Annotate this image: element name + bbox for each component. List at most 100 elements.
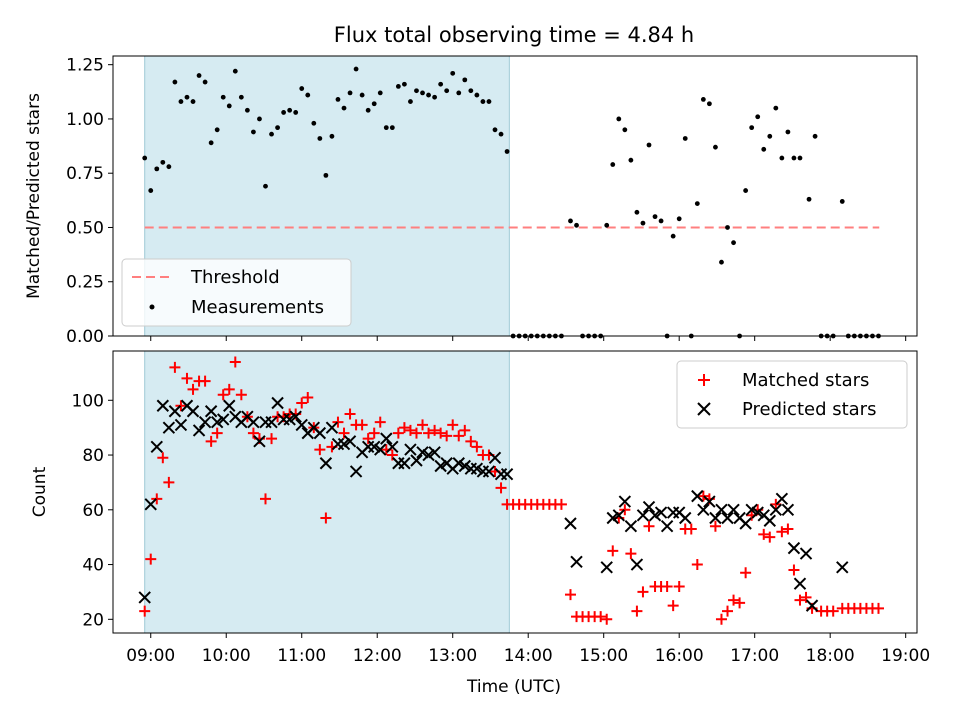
predicted-star-point [570,555,583,569]
matched-star-point [637,586,649,598]
matched-star-point [187,383,199,395]
predicted-star-point [349,465,363,478]
matched-star-point [794,594,806,606]
matched-star-point [555,498,567,510]
count-panel: Count Time (UTC) 20 40 60 80 100 09:00 10:00 11… [30,350,931,697]
predicted-star-point [836,561,849,574]
predicted-star-point [618,495,632,508]
bottom-axis-ticks: 20 40 60 80 100 09:00 10:00 11:00 12:00 13:00 14:0… [72,391,931,666]
measurement-point [640,220,646,226]
measurement-point [263,183,268,189]
predicted-star-point [138,591,151,604]
matched-star-point [404,424,416,436]
matched-star-point [465,435,477,447]
measurement-point [658,218,664,224]
measurement-point [244,107,250,113]
measurement-point [377,90,383,96]
predicted-star-point [380,432,393,445]
measurement-point [347,90,353,96]
measurement-point [791,155,797,161]
bottom-points-layer [138,356,884,625]
measurement-point [652,214,658,220]
measurement-point [755,114,761,120]
predicted-star-point [564,517,577,530]
predicted-star-point [709,511,722,525]
matched-star-point [163,476,175,488]
predicted-star-point [679,511,692,525]
measurement-point [269,131,274,137]
predicted-star-point [666,506,680,519]
predicted-star-point [271,396,284,410]
measurement-point [202,79,208,85]
legend-matched-swatch [698,374,710,386]
matched-star-point [685,523,697,535]
predicted-star-point [642,500,656,514]
predicted-star-point [198,415,212,429]
measurement-point [220,94,226,100]
measurement-point [706,101,712,107]
measurement-point [634,209,640,215]
matched-star-point [661,580,673,592]
measurement-point [414,88,419,94]
matched-star-point [338,427,350,439]
predicted-star-point [606,511,619,525]
matched-star-point [643,520,655,532]
measurement-point [317,136,323,141]
measurement-point [389,125,395,131]
matched-star-point [691,559,703,571]
measurement-point [251,129,256,135]
measurement-point [694,201,700,206]
predicted-star-point [150,440,163,454]
measurement-point [329,133,335,139]
matched-star-point [302,392,314,404]
measurement-point [408,99,413,104]
x-tick-label: 17:00 [730,646,779,666]
predicted-star-point [192,424,206,437]
x-tick-label: 15:00 [579,646,628,666]
bottom-observing-window [144,350,510,634]
measurement-point [468,88,474,94]
matched-star-point [356,419,368,431]
measurement-point [432,94,437,100]
top-y-tick-label: 0.00 [66,327,104,347]
matched-star-point [151,493,163,505]
measurement-point [622,127,628,133]
measurement-point [232,68,238,74]
measurement-point [426,92,431,98]
bottom-y-tick-label: 100 [72,391,104,411]
matched-star-point [740,567,752,579]
measurement-point [480,99,486,104]
x-tick-label: 16:00 [655,646,704,666]
matched-star-point [441,430,453,442]
predicted-star-point [612,509,626,522]
x-tick-label: 18:00 [806,646,855,666]
matched-star-point [247,427,259,439]
measurement-point [731,240,736,246]
predicted-star-point [452,457,465,470]
measurement-point [767,133,773,139]
measurement-point [839,199,845,204]
measurement-point [504,149,510,154]
x-tick-label: 11:00 [277,646,326,666]
matched-star-point [368,427,380,439]
predicted-star-point [374,443,387,456]
matched-star-point [782,523,794,535]
matched-star-point [697,490,709,502]
measurement-point [371,101,377,107]
predicted-star-point [751,506,764,519]
matched-star-point [320,512,332,524]
bottom-y-axis-label: Count [30,466,50,517]
matched-star-point [722,605,734,617]
matched-star-point [625,548,637,560]
predicted-star-point [805,599,819,612]
measurement-point [293,110,299,115]
measurement-point [700,97,706,102]
top-points-layer [142,66,881,339]
matched-star-point [709,520,721,532]
measurement-point [353,66,359,72]
predicted-star-point [727,503,740,517]
measurement-point [574,222,579,228]
top-legend-box [121,258,352,327]
matched-star-point [764,531,776,543]
